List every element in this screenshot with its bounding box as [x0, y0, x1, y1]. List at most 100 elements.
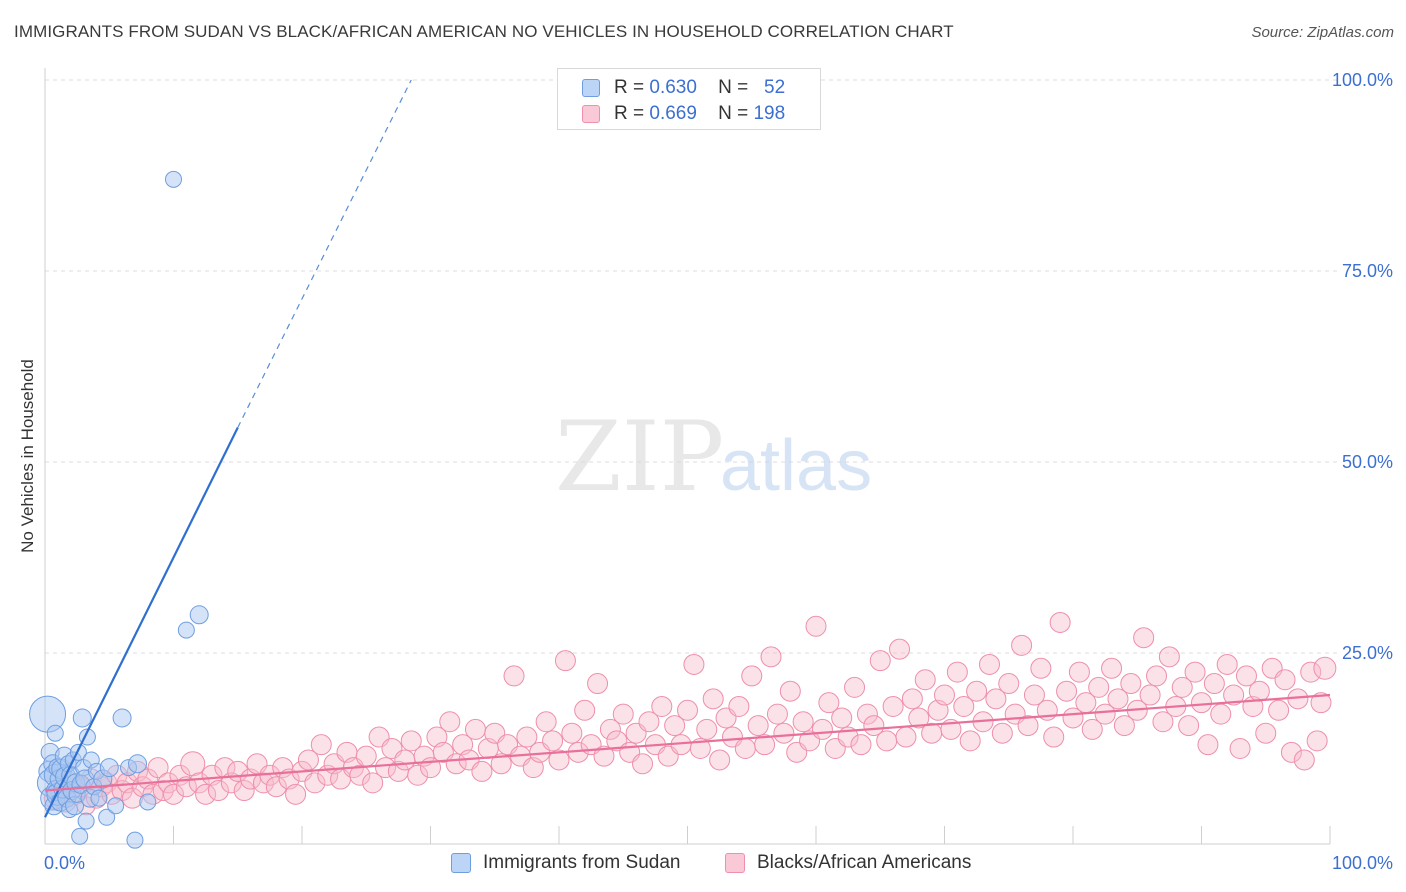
data-point-black [998, 673, 1020, 695]
data-point-black [811, 718, 833, 740]
data-point-black [285, 783, 307, 805]
data-point-black [400, 730, 422, 752]
data-point-sudan [128, 754, 148, 774]
data-point-black [1068, 661, 1090, 683]
legend-n-value: 52 [764, 77, 786, 98]
data-point-black [683, 653, 705, 675]
data-point-black [664, 715, 686, 737]
legend-swatch-blue [582, 79, 600, 97]
data-point-black [439, 711, 461, 733]
legend-swatch-pink [582, 105, 600, 123]
data-point-black [1107, 688, 1129, 710]
data-point-black [349, 764, 371, 786]
data-point-black [689, 738, 711, 759]
data-point-black [1235, 665, 1257, 687]
data-point-black [856, 703, 878, 725]
data-point-black [362, 772, 384, 794]
legend-n-value: 198 [753, 103, 786, 124]
data-point-black [310, 734, 332, 756]
data-point-black [516, 726, 538, 748]
data-point-black [696, 718, 718, 740]
data-point-sudan [126, 831, 144, 849]
data-point-black [612, 703, 634, 725]
data-point-black [1178, 715, 1200, 737]
data-point-sudan [90, 789, 108, 807]
legend-n-label: N = [718, 103, 749, 124]
data-point-black [304, 772, 326, 794]
data-point-black [471, 760, 493, 782]
data-point-black [1158, 646, 1180, 668]
data-point-black [407, 764, 429, 786]
data-point-black [792, 711, 814, 733]
data-point-black [966, 680, 988, 702]
data-point-black [1011, 634, 1033, 656]
data-point-black [147, 757, 169, 779]
data-point-black [1043, 726, 1065, 748]
data-point-black [1313, 656, 1337, 680]
data-point-black [747, 715, 769, 737]
data-point-black [831, 707, 853, 729]
data-point-black [978, 653, 1000, 675]
y-tick-label: 100.0% [1332, 70, 1393, 90]
trend-line-sudan [44, 427, 239, 818]
data-point-black [587, 673, 609, 695]
x-tick-label: 100.0% [1332, 853, 1393, 873]
data-point-black [180, 751, 206, 777]
data-point-black [599, 718, 621, 740]
data-point-black [709, 749, 731, 771]
data-point-black [1017, 715, 1039, 737]
data-point-black [1280, 741, 1302, 763]
data-point-black [1306, 730, 1328, 752]
data-point-black [1056, 680, 1078, 702]
data-point-black [265, 776, 287, 798]
data-point-sudan [139, 793, 157, 811]
data-point-black [901, 688, 923, 710]
series-blacks-african-americans [43, 611, 1337, 816]
data-point-black [1088, 676, 1110, 698]
series-immigrants-from-sudan [29, 170, 209, 849]
data-point-black [207, 780, 229, 802]
watermark-zip: ZIP [555, 401, 724, 513]
source-label: Source: ZipAtlas.com [1251, 24, 1394, 41]
data-point-black [985, 688, 1007, 710]
data-point-black [1203, 673, 1225, 695]
data-point-black [934, 684, 955, 706]
data-point-black [1113, 715, 1135, 737]
data-point-black [1197, 734, 1219, 756]
data-point-black [882, 695, 904, 717]
data-point-black [542, 730, 564, 752]
data-point-black [914, 669, 936, 691]
data-point-black [818, 692, 840, 714]
data-point-black [503, 665, 525, 687]
data-point-black [1133, 627, 1155, 649]
data-point-sudan [98, 808, 116, 826]
data-point-black [464, 718, 486, 740]
data-point-black [1310, 692, 1332, 714]
data-point-black [728, 695, 750, 717]
data-point-sudan [46, 724, 64, 742]
data-point-black [1146, 665, 1168, 687]
data-point-black [889, 638, 911, 660]
data-point-black [574, 699, 596, 721]
data-point-black [1191, 692, 1212, 714]
data-point-black [1300, 661, 1322, 683]
trend-line-black [44, 693, 1331, 792]
data-point-sudan [112, 708, 132, 728]
data-point-sudan [99, 758, 119, 778]
data-point-black [1293, 749, 1315, 771]
data-point-black [953, 695, 975, 717]
data-point-black [760, 646, 782, 668]
data-point-black [163, 783, 184, 805]
x-tick-label: 0.0% [44, 853, 85, 873]
data-point-black [561, 722, 583, 744]
legend-n-label: N = [718, 77, 749, 98]
data-point-black [876, 730, 898, 752]
data-point-black [850, 734, 872, 756]
correlation-legend: R = 0.630 N = 52 R = 0.669 N = 198 [557, 68, 821, 130]
data-point-black [490, 753, 512, 775]
data-point-black [651, 695, 673, 717]
bottom-legend-label: Blacks/African Americans [757, 852, 972, 873]
data-point-black [1023, 684, 1045, 706]
